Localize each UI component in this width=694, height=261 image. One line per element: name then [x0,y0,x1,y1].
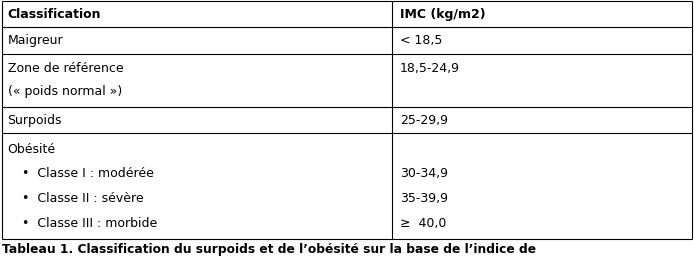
Text: 30-34,9: 30-34,9 [400,167,448,180]
Text: Obésité: Obésité [8,143,56,156]
Text: •  Classe I : modérée: • Classe I : modérée [22,167,153,180]
Text: 35-39,9: 35-39,9 [400,192,448,205]
Text: Surpoids: Surpoids [8,114,62,127]
Text: IMC (kg/m2): IMC (kg/m2) [400,8,486,21]
Text: Maigreur: Maigreur [8,34,63,47]
Text: ≥  40,0: ≥ 40,0 [400,217,446,229]
Text: 25-29,9: 25-29,9 [400,114,448,127]
Text: Zone de référence: Zone de référence [8,62,123,75]
Text: •  Classe III : morbide: • Classe III : morbide [22,217,157,229]
Text: Tableau 1. Classification du surpoids et de l’obésité sur la base de l’indice de: Tableau 1. Classification du surpoids et… [2,244,536,257]
Text: •  Classe II : sévère: • Classe II : sévère [22,192,143,205]
Text: < 18,5: < 18,5 [400,34,443,47]
Text: 18,5-24,9: 18,5-24,9 [400,62,460,75]
Text: (« poids normal »): (« poids normal ») [8,85,121,98]
Text: Classification: Classification [8,8,101,21]
